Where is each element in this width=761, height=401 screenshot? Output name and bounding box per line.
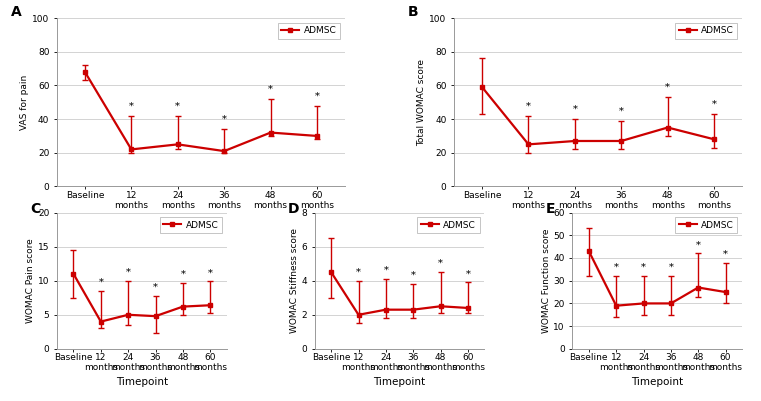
Text: *: * — [153, 283, 158, 292]
Text: *: * — [129, 102, 134, 111]
Y-axis label: WOMAC Function score: WOMAC Function score — [542, 229, 550, 333]
Text: *: * — [641, 263, 646, 272]
Text: *: * — [723, 249, 728, 258]
Text: D: D — [288, 202, 299, 216]
Text: *: * — [696, 240, 701, 249]
Text: *: * — [98, 278, 103, 287]
Text: *: * — [314, 91, 320, 101]
Y-axis label: WOMAC Stiffness score: WOMAC Stiffness score — [290, 228, 298, 333]
X-axis label: Timepoint: Timepoint — [572, 214, 624, 224]
Text: *: * — [665, 83, 670, 92]
Text: C: C — [30, 202, 40, 216]
Text: *: * — [356, 267, 361, 277]
Text: *: * — [175, 102, 180, 111]
Text: *: * — [221, 115, 227, 124]
Legend: ADMSC: ADMSC — [160, 217, 222, 233]
Text: *: * — [411, 271, 416, 280]
Y-axis label: VAS for pain: VAS for pain — [21, 75, 30, 130]
X-axis label: Timepoint: Timepoint — [631, 377, 683, 387]
Legend: ADMSC: ADMSC — [675, 22, 737, 39]
Text: *: * — [712, 100, 717, 109]
Text: *: * — [126, 267, 131, 277]
Text: *: * — [572, 105, 578, 114]
Text: *: * — [180, 269, 185, 279]
Text: *: * — [466, 269, 470, 278]
Text: E: E — [546, 202, 555, 216]
Legend: ADMSC: ADMSC — [675, 217, 737, 233]
Text: *: * — [668, 263, 673, 272]
X-axis label: Timepoint: Timepoint — [116, 377, 168, 387]
X-axis label: Timepoint: Timepoint — [175, 214, 227, 224]
Text: A: A — [11, 4, 22, 18]
Y-axis label: Total WOMAC score: Total WOMAC score — [418, 59, 426, 146]
Text: *: * — [526, 102, 531, 111]
Text: *: * — [268, 85, 273, 94]
Legend: ADMSC: ADMSC — [278, 22, 340, 39]
Text: *: * — [614, 263, 619, 272]
Legend: ADMSC: ADMSC — [417, 217, 479, 233]
Text: *: * — [208, 268, 212, 277]
Text: *: * — [619, 107, 624, 116]
Text: *: * — [438, 259, 443, 268]
Text: *: * — [384, 266, 388, 275]
X-axis label: Timepoint: Timepoint — [374, 377, 425, 387]
Text: B: B — [408, 4, 419, 18]
Y-axis label: WOMAC Pain score: WOMAC Pain score — [26, 238, 35, 323]
